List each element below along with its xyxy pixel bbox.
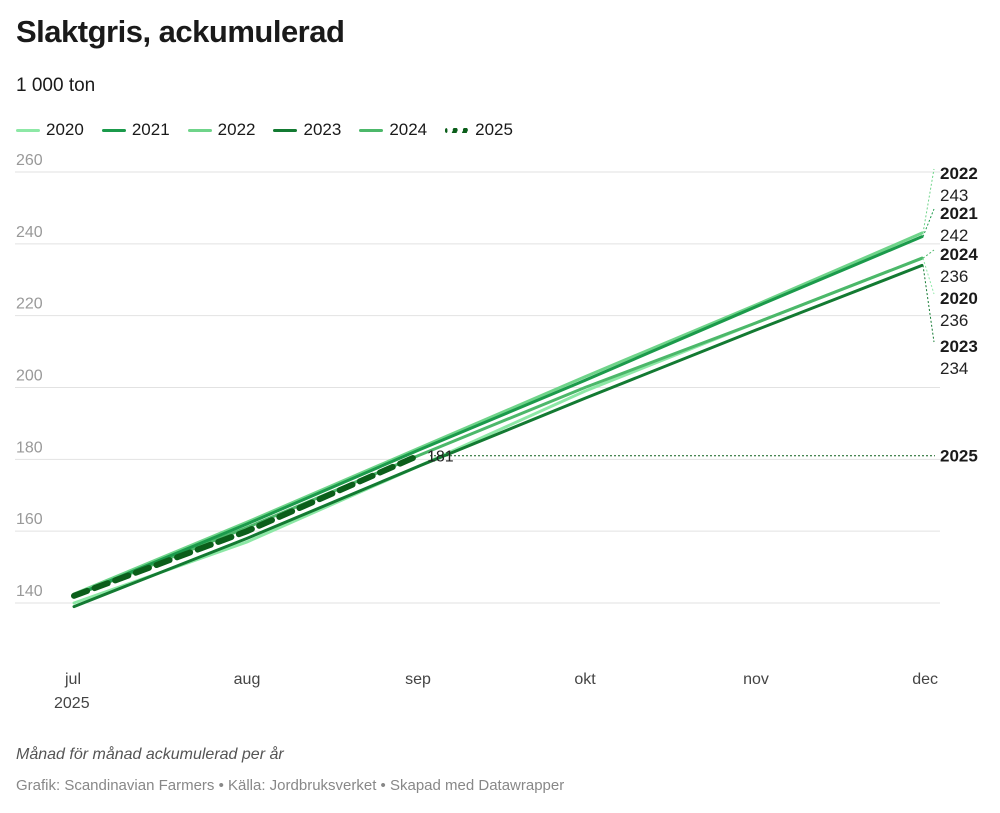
connector-2020 [922,258,935,295]
series-label-2023: 2023 [940,337,978,356]
chart-note: Månad för månad ackumulerad per år [16,746,284,763]
chart-title: Slaktgris, ackumulerad [16,14,345,49]
legend-swatch [273,128,298,132]
legend-label: 2025 [475,120,513,139]
y-tick-label: 200 [16,368,43,385]
value-label-2025: 181 [427,449,454,466]
x-tick-label: jul [64,671,81,688]
connector-2022 [922,168,935,234]
x-tick-label: nov [743,671,769,688]
legend-item-2020: 2020 [16,120,84,140]
legend-item-2022: 2022 [187,120,256,140]
series-label-2020: 2020 [940,289,978,308]
series-line-2023 [72,263,924,609]
y-tick-label: 240 [16,224,43,241]
legend-label: 2023 [303,120,342,139]
value-label-2021: 242 [940,226,968,245]
legend-label: 2022 [217,120,256,139]
legend-label: 2020 [46,120,84,139]
series-line-2022 [72,231,924,596]
value-label-2024: 236 [940,267,968,286]
connector-2024 [922,249,935,259]
value-label-2023: 234 [940,359,968,378]
y-tick-label: 140 [16,583,43,600]
series-label-2024: 2024 [940,245,978,264]
legend-swatch [101,128,126,132]
y-tick-label: 160 [16,511,43,528]
x-tick-label: aug [234,671,261,688]
x-tick-label: okt [574,671,596,688]
value-label-2020: 236 [940,311,968,330]
series-line-2021 [72,235,924,598]
legend-item-2021: 2021 [101,120,170,140]
series-line-2025 [71,452,421,599]
legend-swatch [16,128,40,132]
legend-swatch [359,128,384,132]
x-year-label: 2025 [54,695,90,712]
series-label-2022: 2022 [940,164,978,183]
legend-item-2023: 2023 [273,120,341,140]
legend-swatch [445,127,470,133]
series-label-2025: 2025 [940,447,978,466]
chart-source: Grafik: Scandinavian Farmers • Källa: Jo… [16,777,565,794]
y-tick-label: 260 [16,152,43,169]
legend-label: 2021 [131,120,170,139]
connector-2021 [922,208,935,237]
connector-2023 [922,265,935,343]
chart-subtitle: 1 000 ton [16,75,96,96]
y-tick-label: 220 [16,296,43,313]
x-tick-label: dec [912,671,938,688]
legend-item-2024: 2024 [359,120,427,140]
legend: 2020 2021 2022 2023 2024 2025 [16,120,513,140]
value-label-2022: 243 [940,186,968,205]
legend-item-2025: 2025 [445,120,513,140]
x-tick-label: sep [405,671,431,688]
legend-label: 2024 [389,120,428,139]
y-tick-label: 180 [16,439,43,456]
legend-swatch [187,128,212,132]
series-label-2021: 2021 [940,204,978,223]
